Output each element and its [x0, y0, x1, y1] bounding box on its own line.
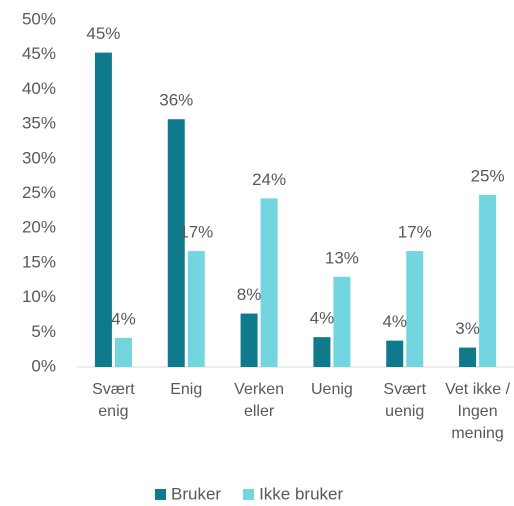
- bar: [459, 347, 477, 367]
- legend-swatch: [243, 489, 255, 500]
- data-label: 25%: [471, 166, 505, 185]
- x-tick-label: Svært uenig: [383, 381, 427, 420]
- bar: [386, 340, 404, 367]
- y-tick-label: 40%: [22, 79, 56, 98]
- data-label: 4%: [111, 309, 136, 328]
- data-label: 4%: [310, 309, 335, 328]
- y-tick-label: 35%: [22, 114, 56, 133]
- y-tick-label: 5%: [31, 322, 56, 341]
- x-tick-label: Uenig: [311, 381, 353, 398]
- x-tick-label: Enig: [170, 381, 203, 398]
- legend-label: Ikke bruker: [259, 484, 343, 503]
- data-label: 17%: [179, 223, 213, 242]
- bar: [94, 52, 112, 367]
- y-tick-label: 10%: [22, 287, 56, 306]
- y-tick-label: 45%: [22, 44, 56, 63]
- legend-swatch: [155, 489, 166, 500]
- x-tick-label: Svært enig: [92, 381, 135, 420]
- bar: [240, 313, 258, 367]
- bar: [114, 337, 132, 367]
- legend-label: Bruker: [171, 484, 221, 503]
- data-label: 3%: [455, 319, 480, 338]
- bar: [406, 251, 424, 367]
- data-label: 45%: [86, 24, 120, 43]
- y-tick-label: 0%: [31, 356, 56, 375]
- bar: [187, 251, 205, 367]
- bar: [313, 337, 331, 367]
- data-label: 36%: [159, 91, 193, 110]
- data-label: 4%: [382, 312, 407, 331]
- data-label: 13%: [325, 248, 359, 267]
- x-tick-label: Verken eller: [234, 381, 284, 420]
- data-label: 17%: [398, 223, 432, 242]
- bar: [260, 198, 278, 367]
- y-tick-label: 30%: [22, 148, 56, 167]
- y-tick-label: 25%: [22, 183, 56, 202]
- x-tick-label: Vet ikke / Ingen mening: [445, 381, 511, 442]
- y-tick-label: 20%: [22, 218, 56, 237]
- data-label: 24%: [252, 170, 286, 189]
- y-tick-label: 50%: [22, 9, 56, 28]
- bar: [479, 194, 497, 367]
- data-label: 8%: [237, 285, 262, 304]
- y-tick-label: 15%: [22, 252, 56, 271]
- bar: [333, 276, 351, 367]
- bar: [167, 119, 185, 367]
